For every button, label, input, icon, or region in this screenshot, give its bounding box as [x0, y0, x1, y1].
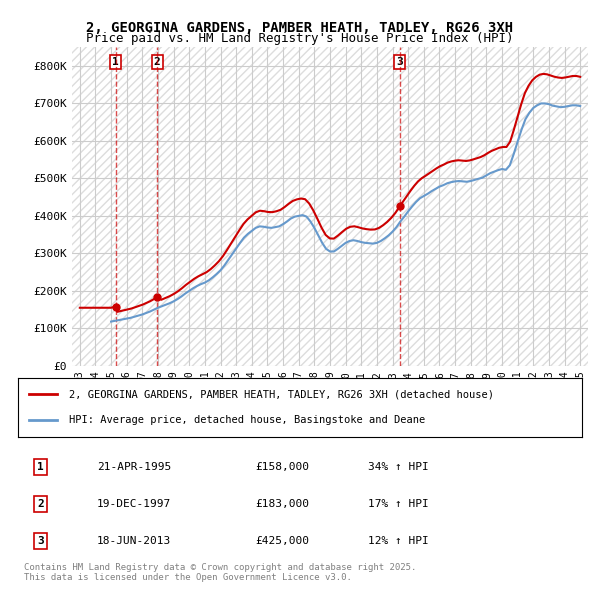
Text: 1: 1	[112, 57, 119, 67]
Text: 12% ↑ HPI: 12% ↑ HPI	[368, 536, 428, 546]
Text: 2, GEORGINA GARDENS, PAMBER HEATH, TADLEY, RG26 3XH: 2, GEORGINA GARDENS, PAMBER HEATH, TADLE…	[86, 21, 514, 35]
Text: 19-DEC-1997: 19-DEC-1997	[97, 499, 171, 509]
Text: 18-JUN-2013: 18-JUN-2013	[97, 536, 171, 546]
Text: Price paid vs. HM Land Registry's House Price Index (HPI): Price paid vs. HM Land Registry's House …	[86, 32, 514, 45]
Text: £158,000: £158,000	[255, 462, 309, 472]
Text: 3: 3	[37, 536, 44, 546]
Text: Contains HM Land Registry data © Crown copyright and database right 2025.: Contains HM Land Registry data © Crown c…	[24, 563, 416, 572]
Text: 2: 2	[37, 499, 44, 509]
Text: £183,000: £183,000	[255, 499, 309, 509]
Text: 2, GEORGINA GARDENS, PAMBER HEATH, TADLEY, RG26 3XH (detached house): 2, GEORGINA GARDENS, PAMBER HEATH, TADLE…	[69, 389, 494, 399]
Text: 1: 1	[37, 462, 44, 472]
Text: 34% ↑ HPI: 34% ↑ HPI	[368, 462, 428, 472]
Text: 17% ↑ HPI: 17% ↑ HPI	[368, 499, 428, 509]
Text: HPI: Average price, detached house, Basingstoke and Deane: HPI: Average price, detached house, Basi…	[69, 415, 425, 425]
Text: £425,000: £425,000	[255, 536, 309, 546]
Text: This data is licensed under the Open Government Licence v3.0.: This data is licensed under the Open Gov…	[24, 573, 352, 582]
Text: 21-APR-1995: 21-APR-1995	[97, 462, 171, 472]
Text: 3: 3	[396, 57, 403, 67]
Text: 2: 2	[154, 57, 161, 67]
